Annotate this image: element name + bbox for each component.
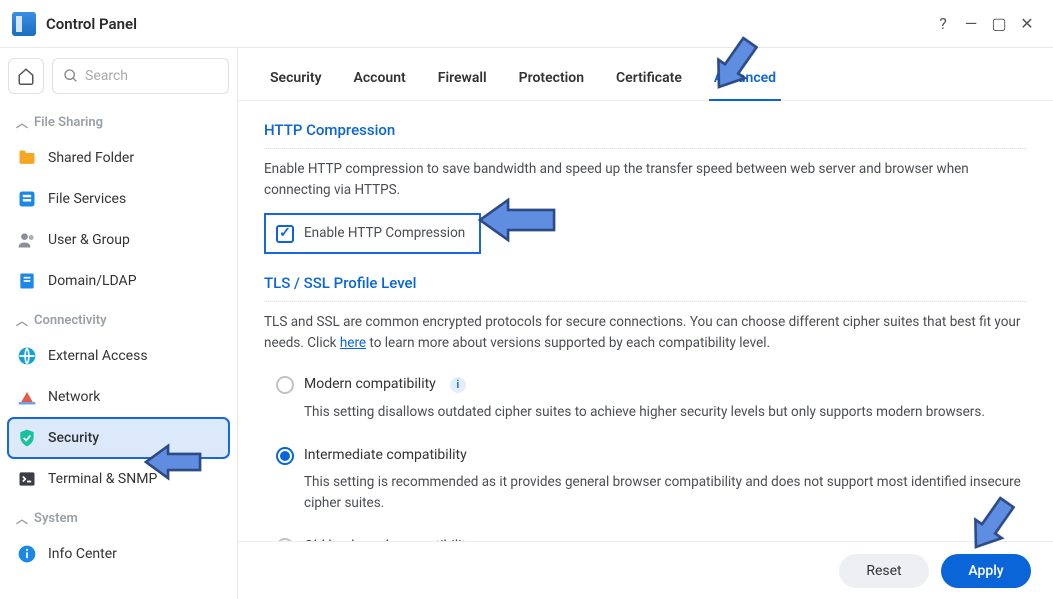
sidebar-item-network[interactable]: Network (8, 377, 229, 417)
search-icon (63, 68, 79, 84)
domain-icon (16, 270, 38, 292)
app-icon (12, 12, 36, 36)
tls-description: TLS and SSL are common encrypted protoco… (264, 312, 1027, 354)
http-compression-description: Enable HTTP compression to save bandwidt… (264, 159, 1027, 201)
sidebar-item-security[interactable]: Security (8, 418, 229, 458)
radio-icon (276, 376, 294, 394)
sidebar-item-label: User & Group (48, 232, 130, 248)
chevron-up-icon: ︿ (16, 312, 28, 329)
radio-label: Modern compatibility (304, 374, 436, 396)
tab-bar: Security Account Firewall Protection Cer… (238, 48, 1053, 101)
folder-icon (16, 147, 38, 169)
enable-http-compression-checkbox[interactable]: ✓ Enable HTTP Compression (264, 213, 481, 254)
tab-protection[interactable]: Protection (505, 62, 598, 100)
sidebar-item-label: Shared Folder (48, 150, 134, 166)
sidebar-item-external-access[interactable]: External Access (8, 336, 229, 376)
home-button[interactable] (8, 58, 44, 94)
maximize-button[interactable]: ▢ (985, 10, 1013, 38)
tab-security[interactable]: Security (256, 62, 336, 100)
window-title: Control Panel (46, 15, 929, 33)
tab-firewall[interactable]: Firewall (424, 62, 501, 100)
section-label: System (34, 511, 78, 526)
section-title-tls: TLS / SSL Profile Level (264, 272, 1027, 302)
section-label: Connectivity (34, 313, 107, 328)
tls-learn-more-link[interactable]: here (340, 335, 366, 351)
footer: Reset Apply (238, 541, 1053, 599)
sidebar-item-user-group[interactable]: User & Group (8, 220, 229, 260)
search-field[interactable] (52, 58, 229, 94)
section-connectivity[interactable]: ︿ Connectivity (8, 302, 229, 335)
tls-desc-post: to learn more about versions supported b… (366, 335, 770, 351)
users-icon (16, 229, 38, 251)
radio-modern-description: This setting disallows outdated cipher s… (264, 400, 1027, 437)
minimize-button[interactable]: — (957, 10, 985, 38)
content-area: HTTP Compression Enable HTTP compression… (238, 101, 1053, 541)
sidebar-item-terminal-snmp[interactable]: Terminal & SNMP (8, 459, 229, 499)
tab-advanced[interactable]: Advanced (700, 62, 790, 100)
globe-icon (16, 345, 38, 367)
sidebar-item-label: Domain/LDAP (48, 273, 137, 289)
close-button[interactable]: ✕ (1013, 10, 1041, 38)
shield-icon (16, 427, 38, 449)
sidebar-item-label: External Access (48, 348, 148, 364)
checkbox-label: Enable HTTP Compression (304, 223, 465, 244)
file-services-icon (16, 188, 38, 210)
info-icon (16, 543, 38, 565)
home-icon (17, 67, 35, 85)
section-label: File Sharing (34, 115, 103, 130)
radio-icon (276, 447, 294, 465)
apply-button[interactable]: Apply (941, 554, 1031, 588)
sidebar-item-shared-folder[interactable]: Shared Folder (8, 138, 229, 178)
search-input[interactable] (85, 68, 218, 84)
checkbox-icon: ✓ (276, 225, 294, 243)
sidebar-item-label: Info Center (48, 546, 117, 562)
tab-certificate[interactable]: Certificate (602, 62, 696, 100)
tab-label: Protection (519, 70, 584, 86)
tab-label: Firewall (438, 70, 487, 86)
sidebar-item-domain-ldap[interactable]: Domain/LDAP (8, 261, 229, 301)
main-panel: Security Account Firewall Protection Cer… (238, 48, 1053, 599)
terminal-icon (16, 468, 38, 490)
radio-intermediate-compatibility[interactable]: Intermediate compatibility (264, 437, 1027, 471)
sidebar-item-file-services[interactable]: File Services (8, 179, 229, 219)
reset-button[interactable]: Reset (839, 554, 929, 588)
sidebar-item-label: Security (48, 430, 99, 446)
title-bar: Control Panel ? — ▢ ✕ (0, 0, 1053, 48)
network-icon (16, 386, 38, 408)
info-icon[interactable]: i (450, 377, 466, 393)
radio-old-compatibility[interactable]: Old backward compatibility (264, 528, 1027, 541)
tab-label: Certificate (616, 70, 682, 86)
tab-account[interactable]: Account (340, 62, 420, 100)
sidebar: ︿ File Sharing Shared Folder File Servic… (0, 48, 238, 599)
radio-intermediate-description: This setting is recommended as it provid… (264, 470, 1027, 528)
radio-label: Intermediate compatibility (304, 445, 467, 467)
chevron-up-icon: ︿ (16, 114, 28, 131)
section-title-http-compression: HTTP Compression (264, 119, 1027, 149)
radio-modern-compatibility[interactable]: Modern compatibility i (264, 366, 1027, 400)
help-button[interactable]: ? (929, 10, 957, 38)
sidebar-item-info-center[interactable]: Info Center (8, 534, 229, 574)
chevron-up-icon: ︿ (16, 510, 28, 527)
section-file-sharing[interactable]: ︿ File Sharing (8, 104, 229, 137)
section-system[interactable]: ︿ System (8, 500, 229, 533)
sidebar-item-label: Terminal & SNMP (48, 471, 157, 487)
tab-label: Account (354, 70, 406, 86)
tab-label: Advanced (714, 70, 776, 86)
sidebar-item-label: Network (48, 389, 100, 405)
sidebar-item-label: File Services (48, 191, 126, 207)
tab-label: Security (270, 70, 322, 86)
